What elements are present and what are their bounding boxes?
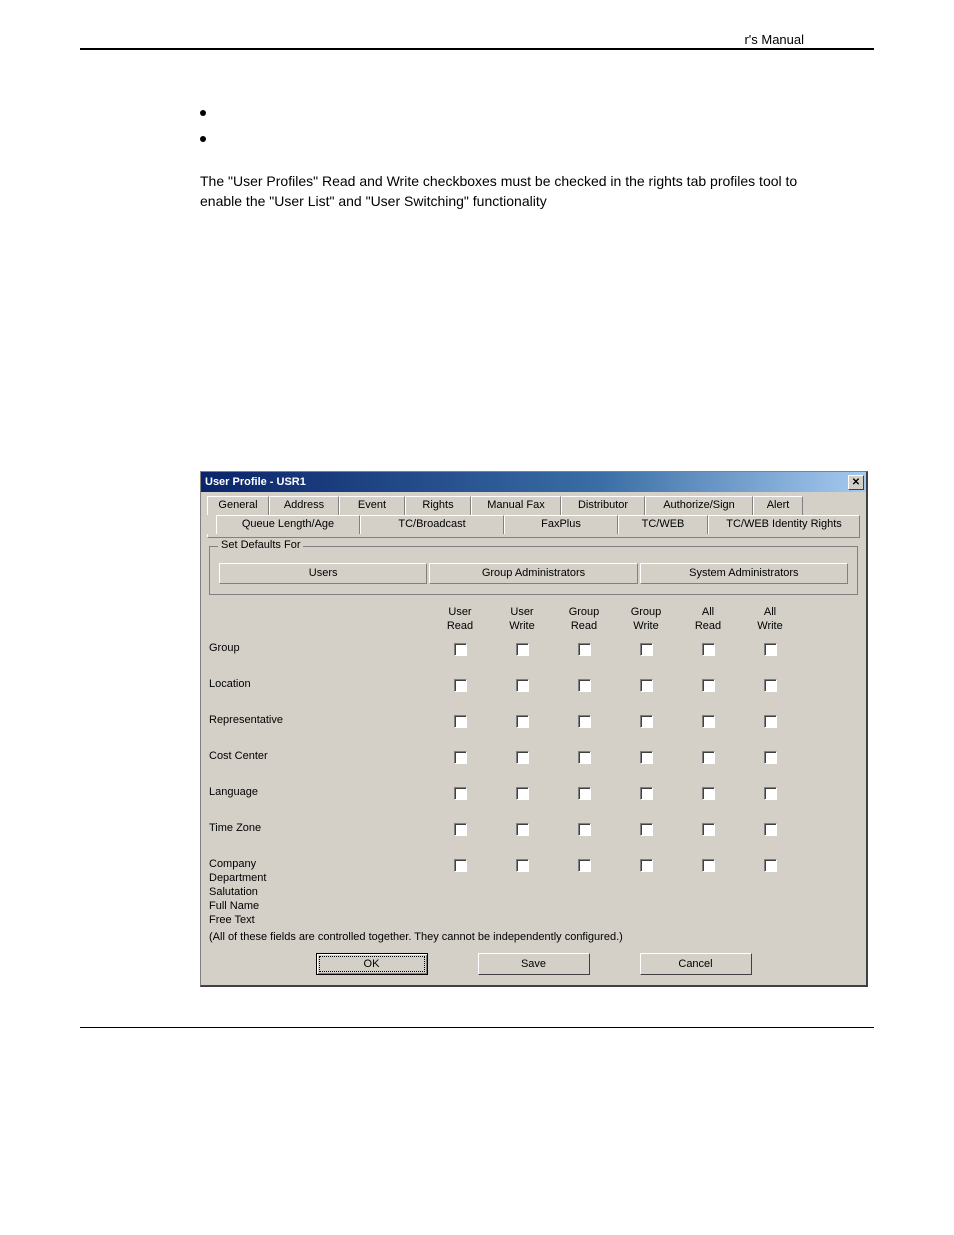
groupbox-legend: Set Defaults For — [218, 539, 303, 551]
tab-authorize-sign[interactable]: Authorize/Sign — [645, 496, 753, 515]
checkbox-company-user-read[interactable] — [454, 859, 467, 872]
checkbox-time-zone-group-read[interactable] — [578, 823, 591, 836]
bullet-icon — [200, 136, 206, 142]
titlebar: User Profile - USR1 ✕ — [201, 472, 866, 492]
checkbox-group-group-read[interactable] — [578, 643, 591, 656]
checkbox-representative-group-read[interactable] — [578, 715, 591, 728]
checkbox-cost-center-group-read[interactable] — [578, 751, 591, 764]
tab-event[interactable]: Event — [339, 496, 405, 515]
rights-row: Time Zone — [209, 815, 858, 851]
defaults-group-administrators-button[interactable]: Group Administrators — [429, 563, 637, 584]
checkbox-company-all-read[interactable] — [702, 859, 715, 872]
checkbox-time-zone-user-read[interactable] — [454, 823, 467, 836]
tab-rights[interactable]: Rights — [405, 496, 471, 515]
checkbox-language-user-write[interactable] — [516, 787, 529, 800]
row-label: Language — [209, 785, 429, 799]
defaults-users-button[interactable]: Users — [219, 563, 427, 584]
checkbox-language-user-read[interactable] — [454, 787, 467, 800]
row-label: Cost Center — [209, 749, 429, 763]
row-label: CompanyDepartmentSalutationFull NameFree… — [209, 857, 429, 927]
set-defaults-groupbox: Set Defaults For UsersGroup Administrato… — [209, 546, 858, 595]
checkbox-group-user-read[interactable] — [454, 643, 467, 656]
checkbox-cost-center-all-write[interactable] — [764, 751, 777, 764]
checkbox-representative-group-write[interactable] — [640, 715, 653, 728]
close-icon[interactable]: ✕ — [848, 475, 864, 490]
window-title: User Profile - USR1 — [205, 476, 848, 488]
checkbox-representative-user-write[interactable] — [516, 715, 529, 728]
checkbox-company-group-write[interactable] — [640, 859, 653, 872]
checkbox-location-user-write[interactable] — [516, 679, 529, 692]
tab-tc-web[interactable]: TC/WEB — [618, 515, 708, 534]
checkbox-time-zone-user-write[interactable] — [516, 823, 529, 836]
cancel-button[interactable]: Cancel — [640, 953, 752, 975]
column-header: UserWrite — [491, 605, 553, 633]
checkbox-language-group-write[interactable] — [640, 787, 653, 800]
bullet-list — [200, 110, 874, 142]
tab-strip: GeneralAddressEventRightsManual FaxDistr… — [207, 496, 860, 538]
checkbox-time-zone-all-write[interactable] — [764, 823, 777, 836]
checkbox-group-all-read[interactable] — [702, 643, 715, 656]
checkbox-language-all-write[interactable] — [764, 787, 777, 800]
save-button[interactable]: Save — [478, 953, 590, 975]
row-label: Location — [209, 677, 429, 691]
checkbox-company-user-write[interactable] — [516, 859, 529, 872]
checkbox-group-group-write[interactable] — [640, 643, 653, 656]
row-label: Group — [209, 641, 429, 655]
rights-row: Language — [209, 779, 858, 815]
tab-general[interactable]: General — [207, 496, 269, 515]
tab-faxplus[interactable]: FaxPlus — [504, 515, 618, 534]
column-header: GroupRead — [553, 605, 615, 633]
tab-distributor[interactable]: Distributor — [561, 496, 645, 515]
column-header: GroupWrite — [615, 605, 677, 633]
rights-row: CompanyDepartmentSalutationFull NameFree… — [209, 851, 858, 927]
checkbox-representative-all-read[interactable] — [702, 715, 715, 728]
bullet-icon — [200, 110, 206, 116]
checkbox-representative-all-write[interactable] — [764, 715, 777, 728]
rights-row: Cost Center — [209, 743, 858, 779]
page-header-text: r's Manual — [744, 32, 804, 47]
rights-row: Group — [209, 635, 858, 671]
rights-table: UserReadUserWriteGroupReadGroupWriteAllR… — [209, 605, 858, 927]
rights-row: Location — [209, 671, 858, 707]
checkbox-cost-center-user-write[interactable] — [516, 751, 529, 764]
checkbox-cost-center-user-read[interactable] — [454, 751, 467, 764]
column-header: UserRead — [429, 605, 491, 633]
checkbox-representative-user-read[interactable] — [454, 715, 467, 728]
ok-button[interactable]: OK — [316, 953, 428, 975]
footer-rule — [80, 1027, 874, 1028]
checkbox-language-group-read[interactable] — [578, 787, 591, 800]
checkbox-location-group-write[interactable] — [640, 679, 653, 692]
checkbox-time-zone-group-write[interactable] — [640, 823, 653, 836]
body-paragraph: The "User Profiles" Read and Write check… — [200, 172, 834, 211]
column-header: AllRead — [677, 605, 739, 633]
defaults-system-administrators-button[interactable]: System Administrators — [640, 563, 848, 584]
row-label: Time Zone — [209, 821, 429, 835]
checkbox-company-group-read[interactable] — [578, 859, 591, 872]
tab-tc-broadcast[interactable]: TC/Broadcast — [360, 515, 504, 534]
checkbox-location-user-read[interactable] — [454, 679, 467, 692]
checkbox-location-group-read[interactable] — [578, 679, 591, 692]
checkbox-location-all-read[interactable] — [702, 679, 715, 692]
checkbox-cost-center-all-read[interactable] — [702, 751, 715, 764]
tab-address[interactable]: Address — [269, 496, 339, 515]
checkbox-group-user-write[interactable] — [516, 643, 529, 656]
tab-tc-web-identity-rights[interactable]: TC/WEB Identity Rights — [708, 515, 860, 534]
tab-manual-fax[interactable]: Manual Fax — [471, 496, 561, 515]
column-header: AllWrite — [739, 605, 801, 633]
checkbox-group-all-write[interactable] — [764, 643, 777, 656]
checkbox-language-all-read[interactable] — [702, 787, 715, 800]
checkbox-location-all-write[interactable] — [764, 679, 777, 692]
row-label: Representative — [209, 713, 429, 727]
rights-row: Representative — [209, 707, 858, 743]
rights-note: (All of these fields are controlled toge… — [209, 931, 858, 943]
tab-queue-length-age[interactable]: Queue Length/Age — [216, 515, 360, 534]
checkbox-time-zone-all-read[interactable] — [702, 823, 715, 836]
checkbox-cost-center-group-write[interactable] — [640, 751, 653, 764]
checkbox-company-all-write[interactable] — [764, 859, 777, 872]
tab-alert[interactable]: Alert — [753, 496, 803, 515]
user-profile-dialog: User Profile - USR1 ✕ GeneralAddressEven… — [200, 471, 868, 987]
